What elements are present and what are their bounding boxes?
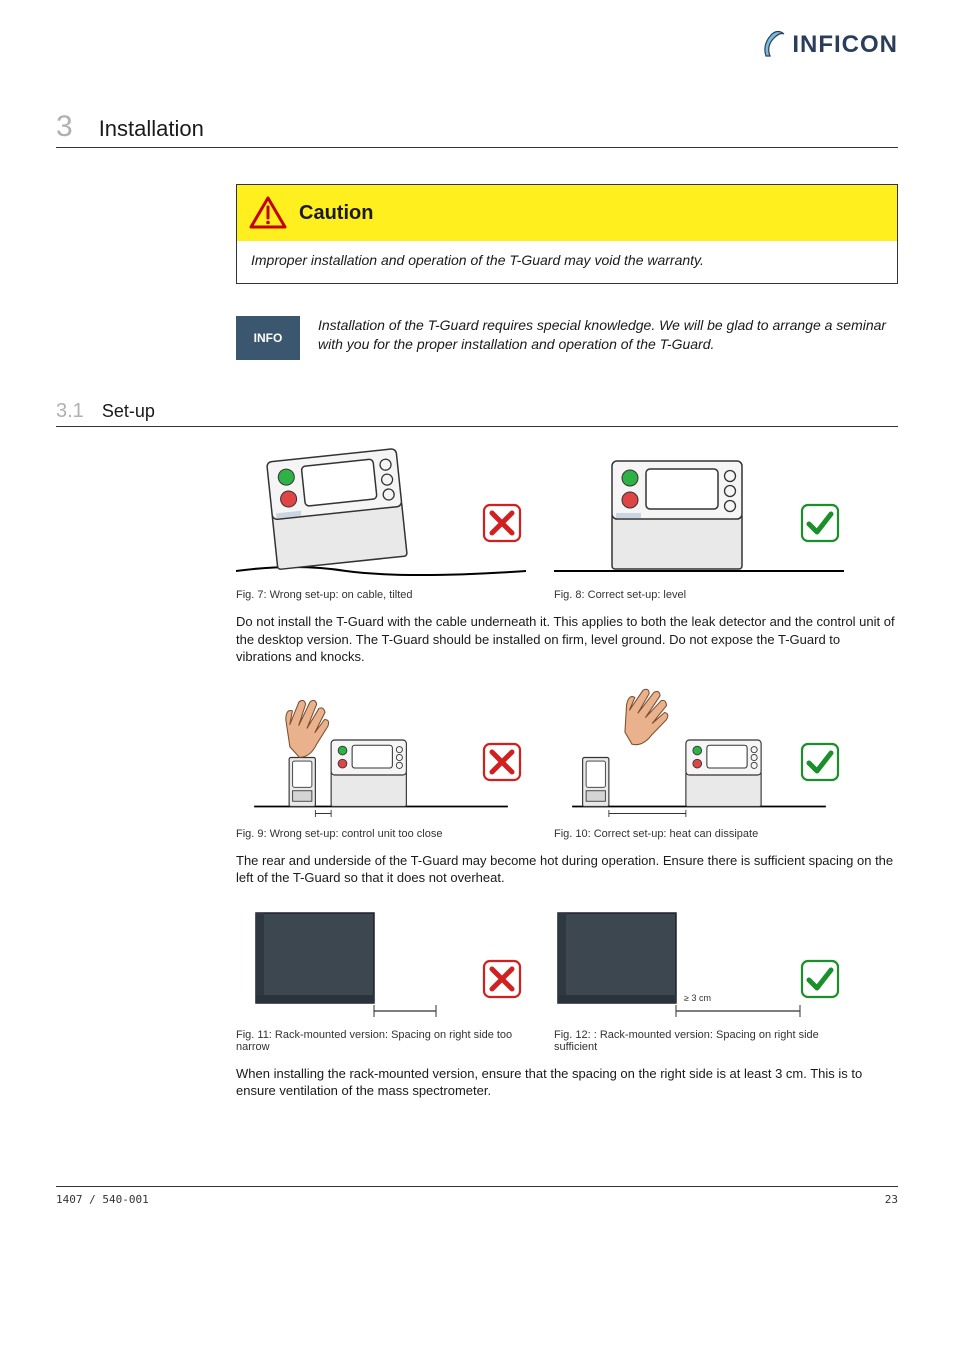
clearance-label: ≥ 3 cm [684,993,711,1003]
fig-11-cell: Fig. 11: Rack-mounted version: Spacing o… [236,905,526,1053]
brand-logo: INFICON [760,30,898,60]
caution-header: Caution [237,185,897,241]
warning-triangle-icon [249,196,287,230]
info-text: Installation of the T-Guard requires spe… [318,316,898,354]
caution-label: Caution [299,202,373,225]
fig-10-caption: Fig. 10: Correct set-up: heat can dissip… [554,828,844,840]
check-mark-icon [800,742,840,782]
info-block: INFO Installation of the T-Guard require… [236,316,898,360]
section-3-1-heading: 3.1 Set-up [56,400,898,427]
cross-mark-icon [482,742,522,782]
fig-9-caption: Fig. 9: Wrong set-up: control unit too c… [236,828,526,840]
section-3-title: Installation [99,116,204,142]
section-3-number: 3 [56,110,73,144]
cross-mark-icon [482,959,522,999]
example-heat-spacing: Fig. 9: Wrong set-up: control unit too c… [236,684,898,887]
fig-11-caption: Fig. 11: Rack-mounted version: Spacing o… [236,1029,526,1053]
fig-8-caption: Fig. 8: Correct set-up: level [554,589,844,601]
section-3-1-title: Set-up [102,401,155,422]
brand-name: INFICON [792,31,898,59]
fig-7-8-description: Do not install the T-Guard with the cabl… [236,613,898,666]
caution-body: Improper installation and operation of t… [237,241,897,283]
fig-9-10-description: The rear and underside of the T-Guard ma… [236,852,898,887]
fig-7-cell: Fig. 7: Wrong set-up: on cable, tilted [236,445,526,601]
fig-8-cell: Fig. 8: Correct set-up: level [554,445,844,601]
fig-11-12-description: When installing the rack-mounted version… [236,1065,898,1100]
page-footer: 1407 / 540-001 23 [56,1186,898,1206]
check-mark-icon [800,503,840,543]
cross-mark-icon [482,503,522,543]
example-rack-spacing: Fig. 11: Rack-mounted version: Spacing o… [236,905,898,1100]
info-tab: INFO [236,316,300,360]
check-mark-icon [800,959,840,999]
footer-page-number: 23 [885,1193,898,1206]
page: INFICON 3 Installation Caution Improper … [0,0,954,1236]
caution-box: Caution Improper installation and operat… [236,184,898,284]
fig-7-caption: Fig. 7: Wrong set-up: on cable, tilted [236,589,526,601]
fig-12-caption: Fig. 12: : Rack-mounted version: Spacing… [554,1029,844,1053]
fig-9-cell: Fig. 9: Wrong set-up: control unit too c… [236,684,526,840]
footer-doc-id: 1407 / 540-001 [56,1193,149,1206]
example-setup-level: Fig. 7: Wrong set-up: on cable, tilted F… [236,445,898,666]
fig-10-cell: Fig. 10: Correct set-up: heat can dissip… [554,684,844,840]
section-3-1-number: 3.1 [56,400,84,423]
brand-swish-icon [760,30,788,60]
fig-12-cell: ≥ 3 cm Fig. 12: : Rack-mounted version: … [554,905,844,1053]
section-3-heading: 3 Installation [56,110,898,148]
